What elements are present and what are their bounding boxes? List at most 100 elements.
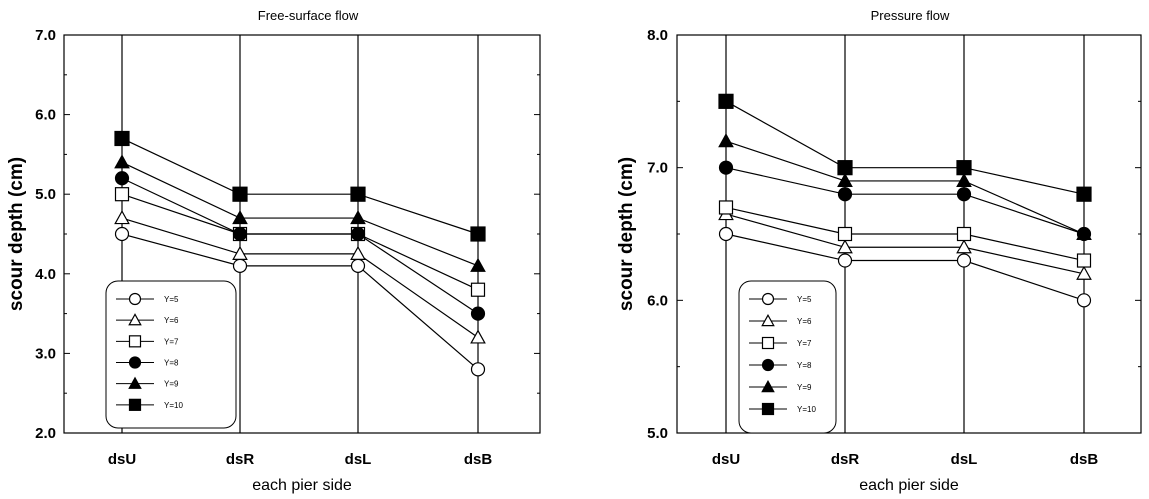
legend-marker-y6 [761, 313, 775, 327]
y-tick-label: 7.0 [35, 27, 56, 44]
legend-marker-y5 [128, 292, 142, 306]
data-point-y5-dsR [232, 258, 248, 273]
legend-label-y6: Y=6 [164, 316, 179, 325]
data-point-y9-dsU [718, 133, 734, 148]
data-point-y9-dsR [232, 210, 248, 225]
x-tick-label-dsB: dsB [1070, 451, 1099, 468]
data-point-y8-dsU [718, 160, 734, 175]
data-point-y10-dsL [956, 160, 972, 176]
y-axis-label: scour depth (cm) [616, 157, 637, 311]
legend-box [105, 280, 237, 429]
legend-marker-y8 [128, 356, 142, 369]
x-tick-label-dsL: dsL [951, 451, 978, 468]
series-line-y8 [725, 167, 1085, 235]
data-point-y8-dsR [232, 226, 248, 242]
legend-label-y5: Y=5 [797, 295, 812, 304]
series-line-y10 [121, 137, 479, 235]
legend-marker-y9 [761, 379, 775, 393]
data-point-y9-dsL [956, 172, 972, 187]
x-axis-label: each pier side [252, 477, 352, 494]
y-tick-label: 7.0 [647, 160, 668, 177]
data-point-y7-dsL [956, 226, 972, 242]
data-point-y9-dsU [114, 154, 130, 169]
y-tick-label: 6.0 [35, 107, 56, 124]
data-point-y8-dsB [470, 306, 486, 321]
legend-marker-y5 [761, 292, 775, 306]
y-tick-label: 8.0 [647, 27, 668, 44]
data-point-y7-dsU [718, 200, 734, 215]
data-point-y10-dsB [470, 226, 486, 242]
y-tick-label: 5.0 [35, 186, 56, 203]
legend-marker-y7 [128, 335, 142, 348]
data-point-y6-dsR [232, 245, 248, 260]
data-point-y8-dsL [350, 226, 366, 242]
legend-marker-y10 [128, 398, 142, 411]
data-point-y6-dsU [114, 210, 130, 225]
legend-label-y8: Y=8 [797, 361, 812, 370]
legend-label-y7: Y=7 [164, 337, 179, 346]
chart-title: Pressure flow [871, 8, 950, 23]
legend-marker-y9 [128, 376, 142, 389]
data-point-y5-dsU [114, 226, 130, 242]
legend-label-y8: Y=8 [164, 359, 179, 368]
data-point-y9-dsR [837, 172, 853, 187]
x-tick-label-dsU: dsU [712, 451, 740, 468]
x-tick-label-dsB: dsB [464, 451, 493, 468]
data-point-y9-dsL [350, 210, 366, 225]
series-line-y7 [725, 206, 1085, 262]
data-point-y6-dsB [470, 329, 486, 344]
chart-free-surface-flow: Free-surface flow 2.0 3.0 4.0 5.0 6.0 7.0 scour… [6, 8, 541, 494]
x-tick-label-dsR: dsR [831, 451, 860, 468]
x-axis-label: each pier side [859, 477, 959, 494]
legend-label-y5: Y=5 [164, 295, 179, 304]
data-point-y8-dsU [114, 171, 130, 186]
legend-label-y9: Y=9 [797, 383, 812, 392]
data-point-y8-dsR [837, 187, 853, 202]
series-line-y8 [121, 177, 479, 315]
data-point-y7-dsU [114, 187, 130, 202]
data-point-y10-dsB [1076, 186, 1092, 202]
series-line-y5 [121, 233, 479, 370]
data-point-y10-dsL [350, 186, 366, 202]
x-tick-label-dsU: dsU [108, 451, 136, 468]
series-line-y7 [121, 193, 479, 291]
data-point-y10-dsU [718, 93, 734, 109]
data-point-y5-dsL [956, 253, 972, 268]
data-point-y5-dsL [350, 258, 366, 273]
data-point-y10-dsU [114, 130, 130, 147]
data-point-y7-dsB [470, 282, 486, 297]
data-point-y7-dsR [837, 226, 853, 242]
y-tick-label: 4.0 [35, 266, 56, 283]
y-tick-label: 5.0 [647, 425, 668, 442]
data-point-y9-dsB [470, 257, 486, 272]
series-line-y6 [725, 213, 1085, 275]
series-line-y10 [725, 100, 1085, 195]
data-point-y6-dsL [956, 239, 972, 254]
data-point-y6-dsL [350, 245, 366, 260]
data-point-y5-dsB [1076, 293, 1092, 308]
data-point-y5-dsU [718, 226, 734, 242]
data-point-y7-dsB [1076, 253, 1092, 268]
data-point-y5-dsR [837, 253, 853, 268]
data-point-y5-dsB [470, 362, 486, 377]
data-point-y10-dsR [837, 160, 853, 176]
legend-label-y10: Y=10 [164, 401, 183, 410]
data-point-y10-dsR [232, 186, 248, 202]
chart-pressure-flow: Pressure flow 5.0 6.0 7.0 8.0 scour depth (cm… [616, 8, 1142, 494]
series-line-y9 [725, 140, 1085, 235]
x-tick-label-dsR: dsR [226, 451, 255, 468]
series-line-y6 [121, 217, 479, 338]
chart-title: Free-surface flow [258, 8, 359, 23]
y-tick-label: 3.0 [35, 345, 56, 362]
legend-box [738, 280, 837, 434]
y-tick-label: 6.0 [647, 292, 668, 309]
series-line-y9 [121, 161, 479, 267]
x-tick-label-dsL: dsL [345, 451, 372, 468]
data-point-y8-dsL [956, 187, 972, 202]
data-point-y6-dsR [837, 239, 853, 254]
y-axis-label: scour depth (cm) [6, 157, 27, 311]
legend-marker-y7 [761, 336, 775, 350]
legend-label-y6: Y=6 [797, 317, 812, 326]
legend-marker-y6 [128, 313, 142, 326]
